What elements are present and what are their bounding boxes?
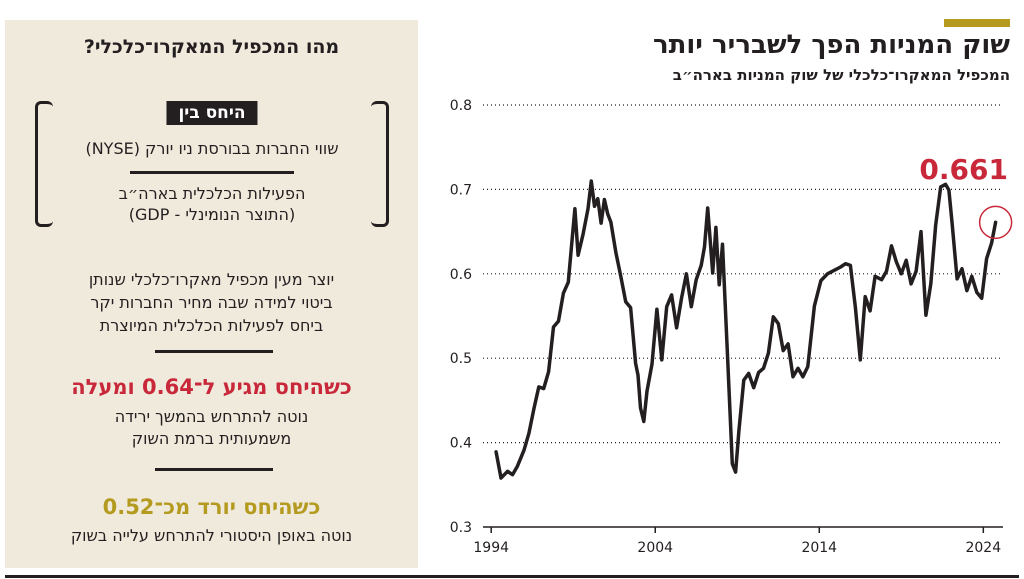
bottom-rule — [5, 575, 1019, 578]
explanation-panel: מהו המכפיל המאקרו־כלכלי? היחס בין שווי ה… — [5, 20, 418, 568]
chart-title: שוק המניות הפך לשבריר יותר — [652, 30, 1010, 60]
explanation-line-2: ביטוי למידה שבה מחיר החברות יקר — [90, 293, 333, 312]
chart-subtitle: המכפיל המאקרו־כלכלי של שוק המניות בארה״ב — [672, 66, 1010, 84]
explanation-text: יוצר מעין מכפיל מאקרו־כלכלי שנותן ביטוי … — [25, 268, 398, 337]
title-accent-bar — [944, 19, 1010, 27]
high-threshold-headline: כשהיחס מגיע ל־0.64 ומעלה — [71, 375, 352, 399]
high-threshold-text: נוטה להתרחש בהמשך ירידה משמעותית ברמת הש… — [5, 406, 418, 450]
low-threshold-text: נוטה באופן היסטורי להתרחש עלייה בשוק — [70, 526, 353, 545]
y-tick-label: 0.5 — [450, 351, 472, 367]
x-tick-label: 2014 — [801, 540, 837, 556]
x-tick-label: 2004 — [637, 540, 673, 556]
ratio-denominator: הפעילות הכלכלית בארה״ב (התוצר הנומינלי -… — [35, 183, 389, 225]
divider-2 — [155, 468, 273, 471]
y-tick-label: 0.8 — [450, 98, 472, 114]
y-tick-label: 0.7 — [450, 182, 472, 198]
ratio-label: היחס בין — [166, 101, 258, 125]
right-bracket — [371, 101, 389, 227]
panel-question: מהו המכפיל המאקרו־כלכלי? — [83, 36, 340, 58]
denominator-line-1: הפעילות הכלכלית בארה״ב — [118, 184, 306, 203]
explanation-line-3: ביחס לפעילות הכלכלית המיוצרת — [99, 316, 324, 335]
divider-1 — [155, 350, 273, 353]
fraction-line — [130, 171, 294, 174]
high-text-line-1: נוטה להתרחש בהמשך ירידה — [114, 407, 309, 426]
y-tick-label: 0.6 — [450, 267, 472, 283]
x-tick-label: 1994 — [473, 540, 509, 556]
explanation-line-1: יוצר מעין מכפיל מאקרו־כלכלי שנותן — [88, 270, 335, 289]
y-tick-label: 0.4 — [450, 436, 472, 452]
ratio-numerator: שווי החברות בבורסת ניו יורק (NYSE) — [85, 139, 339, 158]
latest-point-circle — [978, 205, 1013, 240]
x-tick-label: 2024 — [965, 540, 1001, 556]
y-tick-label: 0.3 — [450, 520, 472, 536]
latest-value-label: 0.661 — [919, 153, 1008, 186]
series-line — [494, 179, 998, 480]
left-bracket — [35, 101, 53, 227]
low-threshold-headline: כשהיחס יורד מכ־0.52 — [102, 495, 321, 519]
denominator-line-2: (התוצר הנומינלי - GDP) — [128, 205, 296, 224]
high-text-line-2: משמעותית ברמת השוק — [131, 429, 292, 448]
ratio-definition-box: היחס בין שווי החברות בבורסת ניו יורק (NY… — [35, 101, 389, 227]
